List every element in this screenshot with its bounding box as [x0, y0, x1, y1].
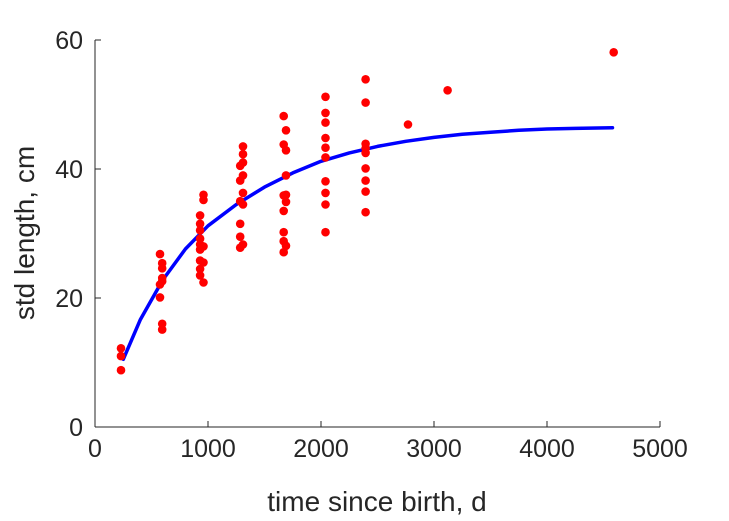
x-axis-ticks: 0 1000 2000 3000 4000 5000	[88, 421, 688, 463]
data-point	[195, 271, 205, 280]
data-point	[281, 171, 291, 180]
data-point	[321, 108, 330, 118]
data-point	[321, 200, 330, 209]
data-point	[116, 365, 126, 375]
data-point	[281, 197, 291, 207]
data-point	[238, 200, 248, 209]
data-point	[321, 133, 330, 143]
data-point	[199, 242, 208, 251]
data-point	[238, 149, 248, 159]
data-point	[281, 241, 291, 251]
y-tick-label: 0	[69, 414, 83, 442]
x-tick-label: 4000	[519, 435, 575, 463]
data-point	[238, 171, 248, 180]
data-point	[279, 111, 289, 121]
axes	[94, 40, 660, 428]
data-point	[195, 226, 205, 235]
data-point	[195, 219, 205, 229]
data-point	[361, 176, 370, 185]
data-point	[195, 211, 205, 220]
y-tick-label: 60	[55, 27, 83, 55]
data-point	[281, 126, 291, 135]
y-tick-label: 20	[55, 285, 83, 313]
x-tick-label: 3000	[406, 435, 462, 463]
data-point	[403, 120, 413, 129]
data-point	[609, 48, 618, 57]
y-axis-title: std length, cm	[9, 146, 40, 320]
data-point	[116, 344, 126, 353]
data-point	[238, 142, 248, 151]
data-point	[279, 206, 289, 216]
data-point	[116, 351, 126, 361]
data-point	[321, 153, 330, 162]
x-tick-label: 5000	[632, 435, 688, 463]
data-point	[155, 293, 165, 302]
x-tick-label: 1000	[180, 435, 236, 463]
data-point	[238, 158, 248, 167]
data-point	[361, 164, 370, 173]
data-point	[361, 148, 370, 158]
data-point	[321, 118, 330, 127]
data-point	[238, 188, 248, 198]
y-tick-label: 40	[55, 156, 83, 184]
data-point	[321, 92, 330, 102]
data-point	[281, 146, 291, 155]
data-point	[361, 75, 370, 84]
plot-area	[116, 48, 618, 375]
data-point	[321, 227, 330, 237]
data-point	[321, 188, 330, 198]
data-point	[321, 143, 330, 152]
data-point	[157, 276, 167, 286]
data-point	[238, 240, 248, 249]
data-point	[155, 249, 165, 259]
data-point	[361, 98, 370, 107]
fit-curve	[121, 125, 615, 362]
data-point	[281, 190, 291, 200]
data-point	[361, 187, 370, 196]
data-point	[199, 278, 208, 287]
data-point	[199, 195, 208, 205]
data-point	[199, 258, 208, 267]
data-point	[321, 177, 330, 186]
data-point	[235, 232, 245, 241]
data-point	[361, 207, 370, 217]
data-point	[279, 227, 289, 237]
x-tick-label: 0	[88, 435, 102, 463]
x-axis-title: time since birth, d	[267, 486, 486, 517]
data-point	[195, 264, 205, 274]
x-tick-label: 2000	[293, 435, 349, 463]
data-point	[235, 219, 245, 229]
data-point	[157, 325, 167, 334]
y-axis-ticks: 0 20 40 60	[55, 27, 101, 442]
data-point	[443, 86, 452, 95]
data-point	[157, 264, 167, 273]
